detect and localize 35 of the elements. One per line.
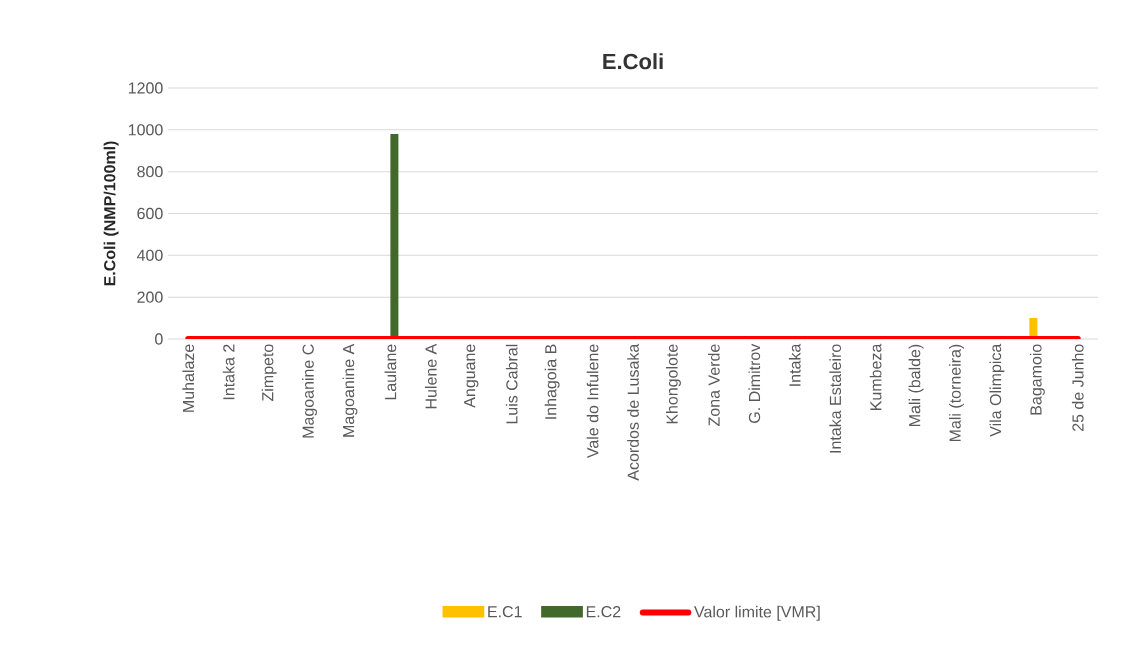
x-tick-label: Mali (balde) [908,344,924,426]
x-tick-label: Mali (torneira) [949,344,964,442]
x-tick-label: Acordos de Lusaka [627,343,639,481]
legend-label: Valor limite [VMR] [694,605,820,621]
y-tick-label: 200 [137,291,163,303]
x-tick-label: Inhagoia B [544,344,560,419]
x-tick-label: Zimpeto [261,344,277,401]
x-tick-label: Khongolote [665,344,681,424]
x-tick-label: Vale do Infulene [586,344,599,459]
y-tick-label: 600 [137,207,163,220]
x-tick-label: Zona Verde [708,344,720,426]
y-tick-label: 0 [155,333,163,345]
y-tick-label: 400 [136,249,163,261]
x-tick-label: Intaka 2 [222,344,235,400]
y-axis-title: E.Coli (NMP/100ml) [103,141,119,286]
x-tick-label: Hulene A [424,343,437,409]
x-tick-label: Magoanine C [302,344,317,438]
legend-label: E.C1 [488,606,522,618]
y-tick-label: 800 [137,166,163,178]
x-tick-label: Luis Cabral [505,344,518,424]
x-tick-label: Intaka [788,343,801,386]
x-tick-label: G. Dimitrov [748,343,761,423]
x-tick-label: Laulane [384,344,397,400]
x-tick-label: Bagamoio [1029,344,1045,415]
y-tick-label: 1000 [128,124,163,136]
legend-label: E.C2 [586,606,621,618]
x-tick-label: Magoanine A [342,343,358,437]
x-tick-label: Anguane [464,344,479,408]
y-tick-label: 1200 [128,82,163,94]
x-tick-label: Kumbeza [869,343,882,410]
x-tick-label: Muhalaze [182,344,195,412]
x-tick-label: Intaka Estaleiro [829,344,842,453]
chart-title: E.Coli [603,53,663,70]
x-tick-label: 25 de Junho [1071,344,1084,431]
x-tick-label: Vila Olimpica [989,343,1005,437]
